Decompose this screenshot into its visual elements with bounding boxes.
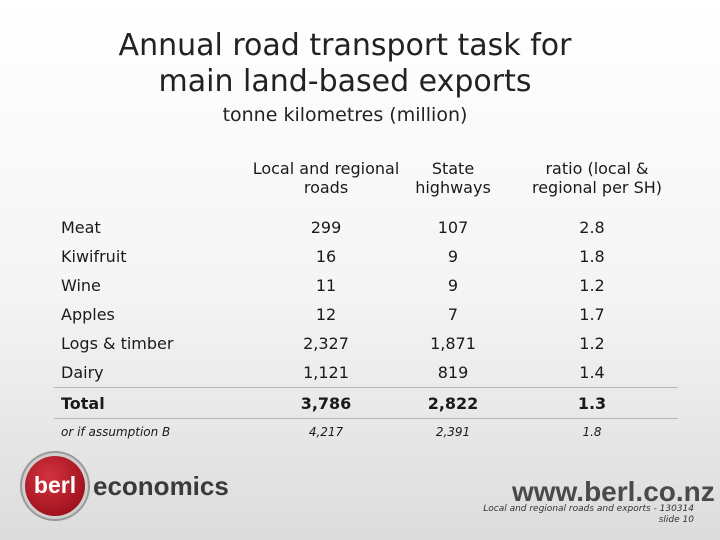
sh-value: 7 [447, 305, 459, 324]
ratio-value: 1.7 [579, 305, 605, 324]
ratio-value: 2.8 [579, 218, 605, 237]
row-label: Meat [61, 218, 101, 237]
header-local-regional: Local and regional roads [252, 159, 400, 197]
local-value: 11 [315, 276, 337, 295]
ratio-value: 1.4 [579, 363, 605, 382]
slide-title: Annual road transport task for main land… [0, 28, 690, 100]
local-value: 2,327 [303, 334, 349, 353]
total-row: Total 3,786 2,822 1.3 [54, 387, 678, 419]
assumption-b-label: or if assumption B [54, 418, 252, 445]
slide-number: slide 10 [658, 515, 694, 525]
title-line-2: main land-based exports [158, 64, 532, 99]
table-row: Dairy 1,121 819 1.4 [54, 358, 678, 388]
local-value: 1,121 [303, 363, 349, 382]
header-blank [54, 143, 252, 213]
total-ratio-value: 1.3 [506, 387, 678, 419]
ratio-value: 1.8 [579, 247, 605, 266]
total-sh-value: 2,822 [400, 387, 506, 419]
total-label: Total [54, 387, 252, 419]
assumption-b-row: or if assumption B 4,217 2,391 1.8 [54, 418, 678, 445]
sh-value: 107 [437, 218, 469, 237]
sh-value: 9 [447, 276, 459, 295]
local-value: 299 [310, 218, 342, 237]
header-state-highways: State highways [415, 159, 491, 197]
title-line-1: Annual road transport task for [118, 28, 572, 63]
logo-text: berl [33, 472, 77, 498]
table-row: Apples 12 7 1.7 [54, 300, 678, 329]
assumption-b-sh-value: 2,391 [400, 418, 506, 445]
footer-caption: Local and regional roads and exports - 1… [483, 504, 694, 514]
local-value: 16 [315, 247, 337, 266]
assumption-b-ratio-value: 1.8 [506, 418, 678, 445]
row-label: Apples [61, 305, 115, 324]
transport-table: Local and regional roads State highways … [54, 143, 678, 445]
row-label: Dairy [61, 363, 104, 382]
total-local-value: 3,786 [252, 387, 400, 419]
row-label: Wine [61, 276, 101, 295]
slide-footer: Local and regional roads and exports - 1… [483, 504, 694, 526]
assumption-b-local-value: 4,217 [252, 418, 400, 445]
header-ratio: ratio (local & regional per SH) [531, 159, 663, 197]
website-url: www.berl.co.nz [512, 476, 715, 507]
table-row: Wine 11 9 1.2 [54, 271, 678, 300]
table-row: Meat 299 107 2.8 [54, 213, 678, 242]
table-header-row: Local and regional roads State highways … [54, 143, 678, 213]
table-row: Logs & timber 2,327 1,871 1.2 [54, 329, 678, 358]
row-label: Logs & timber [61, 334, 174, 353]
economics-wordmark: economics [93, 471, 229, 501]
ratio-value: 1.2 [579, 276, 605, 295]
local-value: 12 [315, 305, 337, 324]
ratio-value: 1.2 [579, 334, 605, 353]
sh-value: 819 [437, 363, 469, 382]
sh-value: 1,871 [430, 334, 476, 353]
berl-logo: berl [25, 456, 85, 516]
row-label: Kiwifruit [61, 247, 127, 266]
table-row: Kiwifruit 16 9 1.8 [54, 242, 678, 271]
sh-value: 9 [447, 247, 459, 266]
slide-subtitle: tonne kilometres (million) [222, 104, 468, 126]
